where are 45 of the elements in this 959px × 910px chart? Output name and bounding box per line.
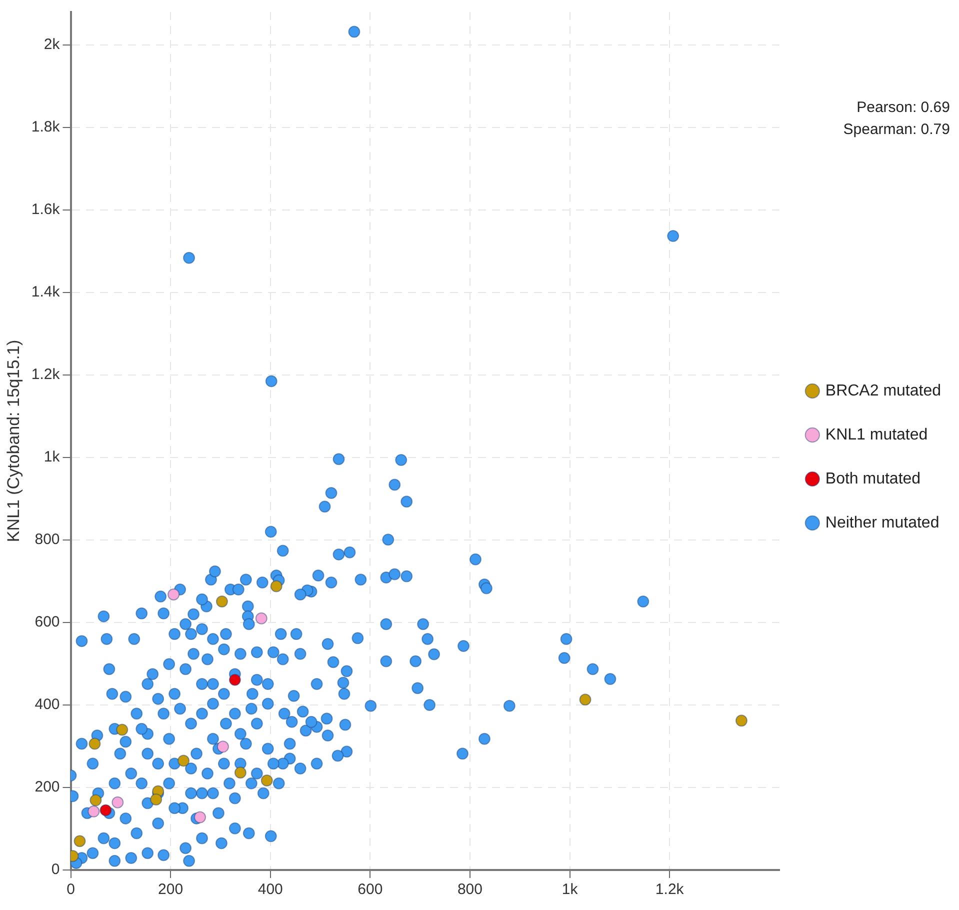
y-tick-label: 2k (44, 36, 60, 54)
y-tick-label: 0 (51, 861, 60, 878)
point (228, 674, 241, 686)
point (178, 754, 190, 767)
x-tick-label: 1.2k (655, 881, 684, 898)
x-tick-label: 800 (457, 881, 482, 898)
point (100, 804, 112, 816)
point (116, 724, 128, 736)
y-tick-label: 200 (34, 778, 60, 796)
legend-label: Neither mutated (825, 514, 940, 532)
point (150, 793, 162, 806)
y-axis-title: KNL1 (Cytoband: 15q15.1) (4, 340, 23, 542)
point (168, 588, 180, 600)
point (74, 835, 86, 848)
y-tick-label: 1.6k (31, 201, 60, 218)
point (234, 766, 246, 779)
point (579, 694, 592, 706)
y-tick-label: 1.8k (31, 118, 60, 136)
point (216, 740, 229, 753)
point (255, 612, 268, 624)
x-tick-label: 0 (66, 881, 75, 898)
y-tick-label: 1.4k (31, 284, 60, 301)
text: Pearson: 0.69 (856, 99, 950, 116)
x-tick-label: 1k (562, 881, 578, 898)
y-tick-label: 800 (34, 531, 60, 548)
point (88, 738, 101, 750)
legend-label: Both mutated (825, 470, 921, 488)
y-tick-label: 600 (34, 614, 60, 631)
point (216, 595, 228, 608)
point (260, 774, 273, 786)
point (194, 811, 206, 824)
y-tick-label: 400 (34, 696, 60, 714)
y-tick-label: 1.2k (31, 366, 60, 384)
x-tick-label: 400 (258, 881, 283, 898)
point (90, 794, 102, 806)
y-tick-label: 1k (44, 448, 60, 466)
point (735, 714, 748, 727)
legend-label: KNL1 mutated (825, 426, 928, 444)
x-tick-label: 200 (158, 881, 184, 898)
point (112, 796, 124, 808)
point (88, 805, 100, 818)
legend-label: BRCA2 mutated (825, 382, 941, 400)
point (270, 580, 282, 592)
text: Spearman: 0.79 (843, 121, 950, 138)
x-tick-label: 600 (358, 881, 383, 898)
